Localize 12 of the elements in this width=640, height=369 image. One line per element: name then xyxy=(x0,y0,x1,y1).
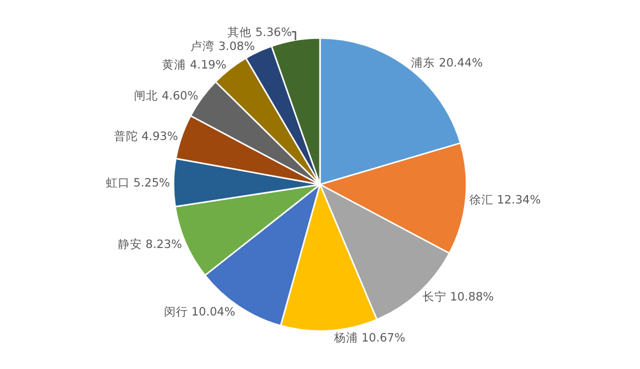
slice-label: 静安 8.23% xyxy=(118,236,182,251)
slice-label: 闸北 4.60% xyxy=(134,88,198,102)
slice-label: 徐汇 12.34% xyxy=(469,192,541,206)
slice-label: 浦东 20.44% xyxy=(411,56,483,70)
slice-label: 黄浦 4.19% xyxy=(162,58,226,72)
slice-label: 普陀 4.93% xyxy=(114,128,178,143)
slice-label: 其他 5.36% xyxy=(228,24,292,39)
slice-label: 长宁 10.88% xyxy=(422,289,494,304)
slice-label: 卢湾 3.08% xyxy=(190,38,255,53)
slice-label: 虹口 5.25% xyxy=(106,175,170,190)
slice-label: 闵行 10.04% xyxy=(164,304,236,318)
slice-label: 杨浦 10.67% xyxy=(332,330,406,345)
